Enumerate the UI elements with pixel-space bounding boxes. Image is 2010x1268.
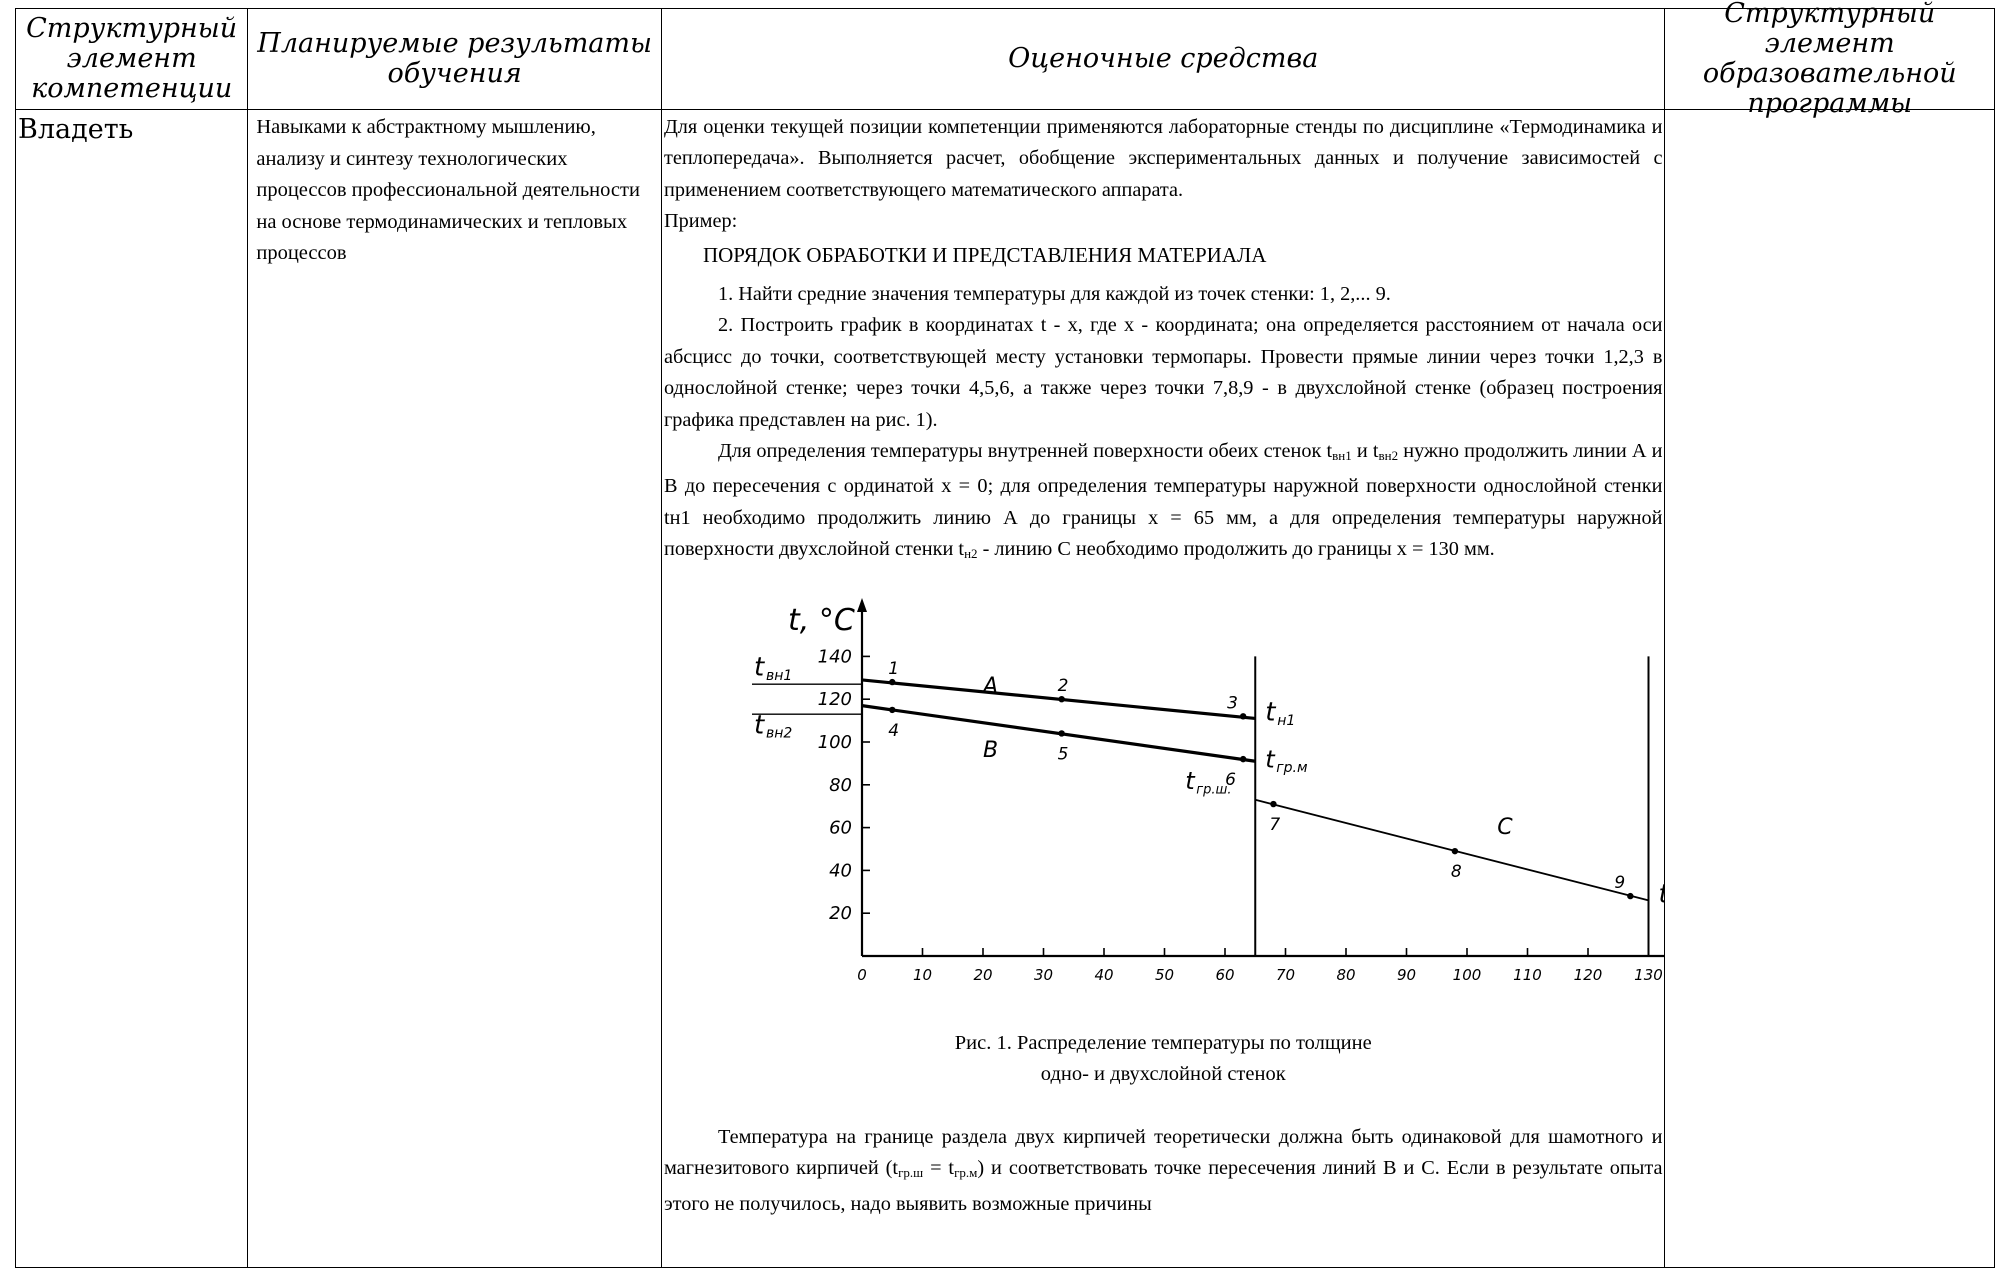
label-t-gr-sh-sub: гр.ш. (1196, 782, 1231, 797)
x-tick-label: 130 (1634, 966, 1663, 984)
competency-element: Владеть (18, 114, 134, 145)
x-tick-label: 100 (1453, 966, 1482, 984)
paragraph-boundary-temperature: Температура на границе раздела двух кирп… (663, 1125, 1663, 1215)
label-t-n1: t (1265, 697, 1276, 727)
x-tick-label: 30 (1034, 966, 1053, 984)
header-row: Структурный элемент компетенции Планируе… (14, 0, 1995, 119)
header-cell-element: Структурный элемент компетенции (14, 8, 249, 110)
x-tick-label: 50 (1155, 966, 1174, 984)
cell-assessment: Для оценки текущей позиции компетенции п… (660, 109, 1780, 1268)
data-point-label-1: 1 (888, 659, 899, 679)
assessment-intro: Для оценки текущей позиции компетенции п… (663, 116, 1663, 201)
x-tick-label: 60 (1215, 966, 1234, 984)
series-label-B: B (983, 738, 998, 763)
series-label-C: C (1497, 815, 1513, 840)
label-t-n1-sub: н1 (1277, 713, 1295, 729)
cell-program (1664, 109, 1995, 1268)
header-element: Структурный элемент компетенции (26, 13, 238, 104)
step-1: 1. Найти средние значения температуры дл… (717, 283, 1391, 306)
x-tick-label: 40 (1094, 966, 1113, 984)
x-tick-label: 20 (973, 966, 992, 984)
header-cell-assessment: Оценочные средства (660, 8, 1666, 110)
example-label: Пример: (663, 210, 738, 233)
label-t-gr-m-sub: гр.м (1276, 760, 1308, 776)
y-tick-label: 100 (818, 732, 852, 753)
label-t-vn2: t (754, 710, 765, 740)
procedure-heading: ПОРЯДОК ОБРАБОТКИ И ПРЕДСТАВЛЕНИЯ МАТЕРИ… (702, 242, 1267, 267)
y-tick-label: 60 (829, 817, 852, 838)
data-point-label-5: 5 (1058, 744, 1069, 764)
figure-caption-line-1: Рис. 1. Распределение температуры по тол… (954, 1031, 1372, 1054)
header-results: Планируемые результаты обучения (257, 28, 653, 89)
label-t-gr-sh: t (1185, 767, 1196, 795)
y-tick-label: 140 (818, 646, 852, 667)
series-label-A: A (981, 673, 998, 698)
y-tick-label: 40 (829, 860, 852, 881)
figure-caption-line-2: одно- и двухслойной стенок (1040, 1062, 1286, 1085)
header-cell-program: Структурный элемент образовательной прог… (1664, 0, 1995, 119)
paragraph-surface-temperature: Для определения температуры внутренней п… (663, 440, 1663, 562)
label-t-n2: t (1658, 879, 1664, 909)
content-row: Владеть Навыками к абстрактному мышлению… (14, 109, 1995, 1268)
data-point-4 (889, 706, 896, 713)
y-axis-label: t, °C (788, 603, 855, 638)
data-point-3 (1239, 712, 1247, 720)
y-tick-label: 80 (829, 774, 852, 795)
cell-element: Владеть (14, 109, 249, 1268)
data-point-label-7: 7 (1269, 815, 1280, 835)
label-t-gr-m: t (1265, 745, 1276, 773)
y-axis-arrow (856, 597, 867, 612)
temperature-distribution-chart: 0 10 20 30 40 50 60 70 80 90 100 110 120 130140120100… (751, 597, 1780, 985)
header-assessment: Оценочные средства (1008, 43, 1319, 74)
data-point-label-3: 3 (1227, 693, 1238, 713)
data-point-7 (1270, 800, 1277, 807)
data-point-label-8: 8 (1451, 862, 1462, 882)
data-point-6 (1239, 755, 1247, 763)
x-tick-label: 70 (1276, 966, 1295, 984)
data-point-label-6: 6 (1225, 770, 1236, 790)
data-point-9 (1627, 892, 1634, 899)
data-point-5 (1058, 729, 1065, 737)
learning-results: Навыками к абстрактному мышлению, анализ… (256, 116, 640, 264)
step-2: 2. Построить график в координатах t - x,… (663, 314, 1663, 431)
header-program: Структурный элемент образовательной прог… (1702, 0, 1957, 119)
data-point-1 (889, 678, 896, 685)
label-t-vn1: t (754, 652, 765, 682)
cell-results: Навыками к абстрактному мышлению, анализ… (247, 109, 662, 1268)
data-point-label-4: 4 (888, 721, 899, 741)
x-tick-label: 80 (1336, 966, 1355, 984)
header-cell-results: Планируемые результаты обучения (247, 8, 662, 110)
label-t-vn1-sub: вн1 (766, 668, 792, 684)
y-tick-label: 120 (818, 689, 852, 710)
figure-1: 0 10 20 30 40 50 60 70 80 90 100 110 120 130 140 120 100… (664, 580, 1780, 1020)
series-line-C (1254, 798, 1649, 901)
data-point-label-9: 9 (1614, 873, 1625, 893)
competency-table: Структурный элемент компетенции Планируе… (14, 0, 1995, 1268)
x-tick-label: 110 (1513, 966, 1542, 984)
data-point-8 (1451, 847, 1459, 855)
x-tick-label: 10 (913, 966, 932, 984)
y-tick-label: 20 (829, 903, 852, 924)
data-point-label-2: 2 (1058, 676, 1069, 696)
x-tick-label: 90 (1397, 966, 1416, 984)
data-point-2 (1058, 695, 1065, 703)
x-tick-label: 120 (1574, 966, 1603, 984)
x-tick-label: 0 (857, 966, 867, 984)
label-t-vn2-sub: вн2 (766, 725, 792, 741)
